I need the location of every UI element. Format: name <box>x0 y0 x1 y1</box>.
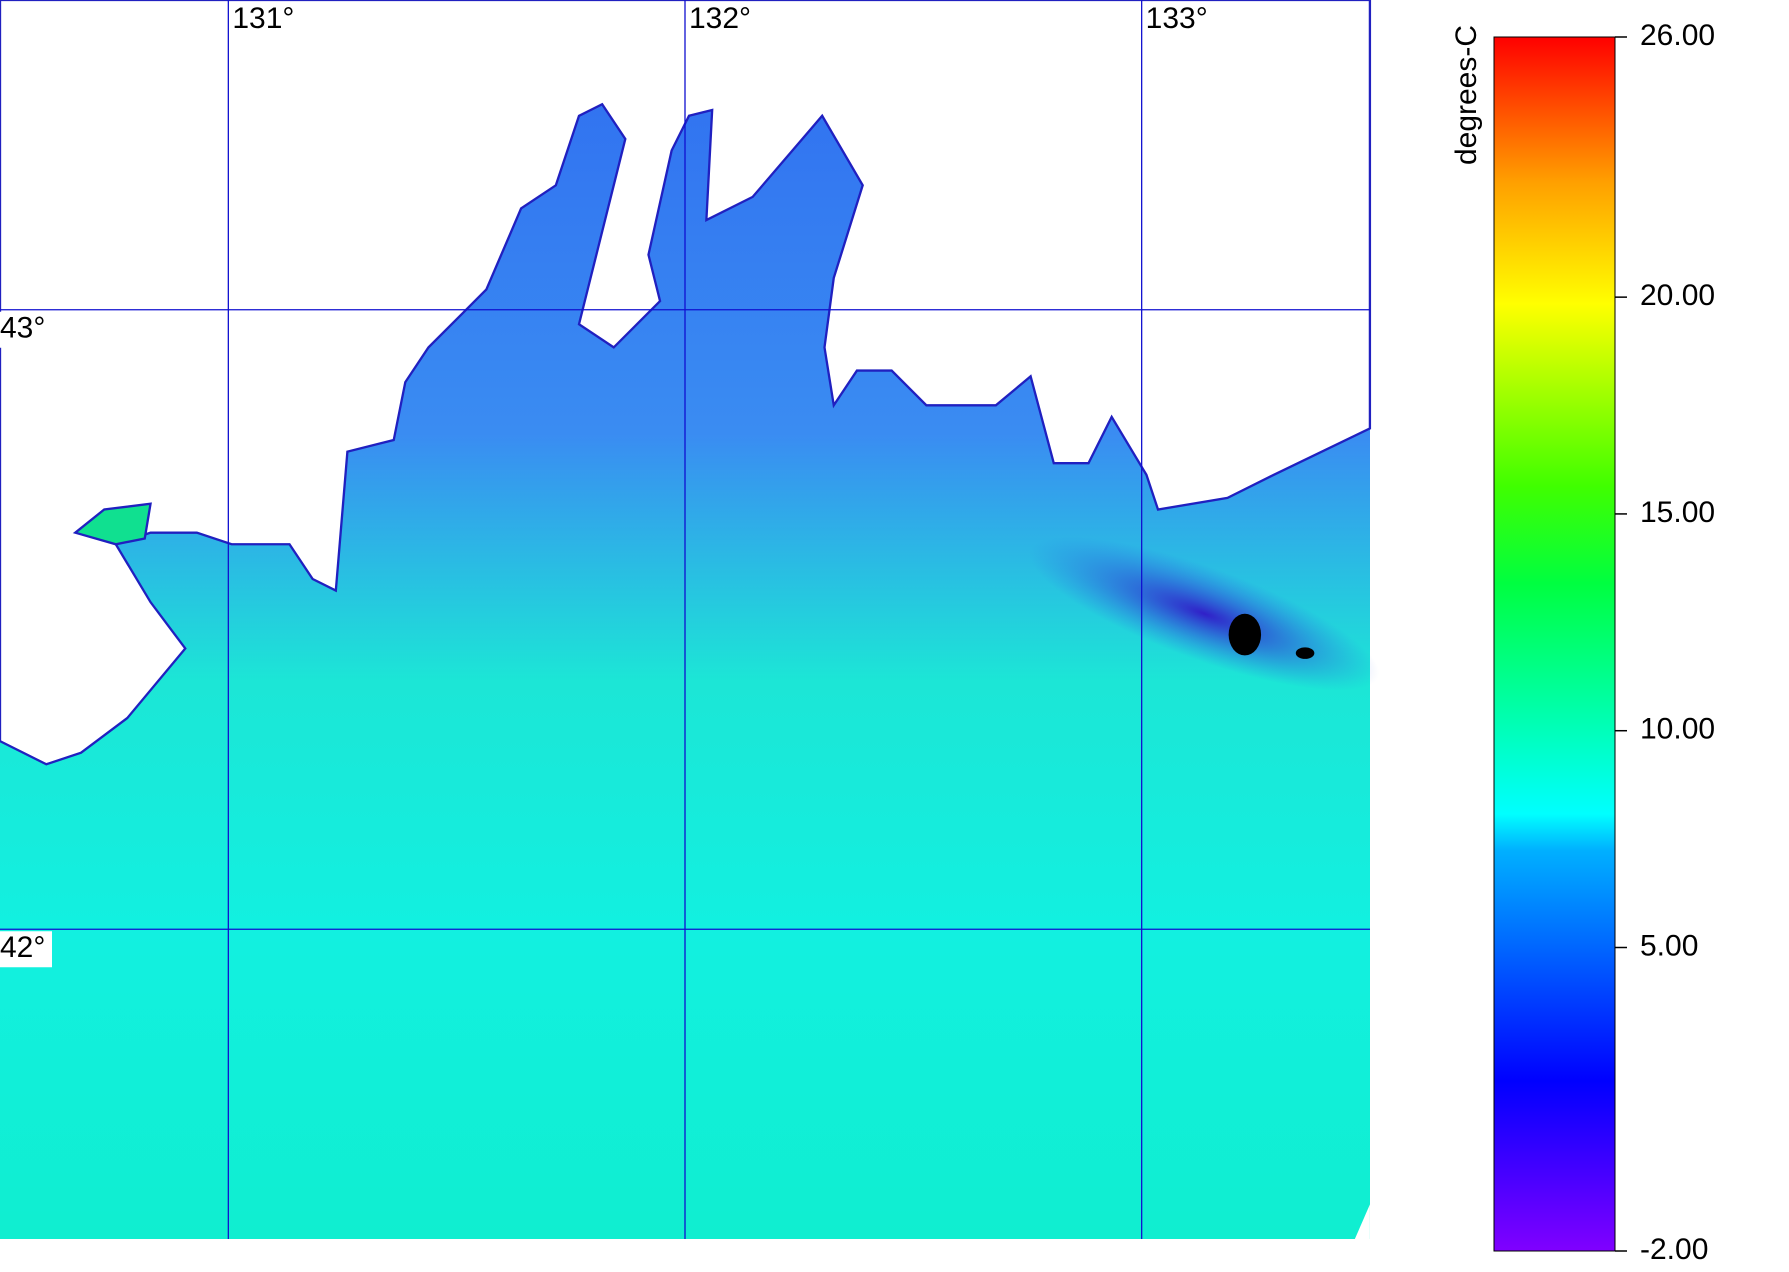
label-bg <box>230 2 301 38</box>
map: 131° 132° 133° 43° 42° <box>0 0 1380 1240</box>
colorbar-tick-label: 5.00 <box>1640 929 1698 962</box>
longitude-label: 131° <box>232 2 294 35</box>
land <box>0 0 1372 766</box>
colorbar-tick-label: 26.00 <box>1640 19 1715 52</box>
cloud-mask <box>1295 647 1315 659</box>
colorbar-tick-label: 15.00 <box>1640 496 1715 529</box>
colorbar-tick-label: -2.00 <box>1640 1233 1708 1266</box>
map-features <box>0 0 1380 766</box>
colorbar-title: degrees-C <box>1450 25 1483 165</box>
label-bg <box>1143 2 1214 38</box>
colorbar <box>1493 36 1616 1252</box>
lake <box>72 502 152 546</box>
label-bg <box>687 2 757 38</box>
colorbar-tick-label: 20.00 <box>1640 279 1715 312</box>
cold-water <box>1029 536 1380 691</box>
cloud-mask <box>1228 613 1262 656</box>
latitude-label: 43° <box>0 312 45 345</box>
longitude-label: 132° <box>689 2 751 35</box>
label-bg <box>0 311 52 348</box>
colorbar-tick-label: 10.00 <box>1640 713 1715 746</box>
longitude-label: 133° <box>1146 2 1208 35</box>
latitude-label: 42° <box>0 931 45 964</box>
label-bg <box>0 931 52 968</box>
